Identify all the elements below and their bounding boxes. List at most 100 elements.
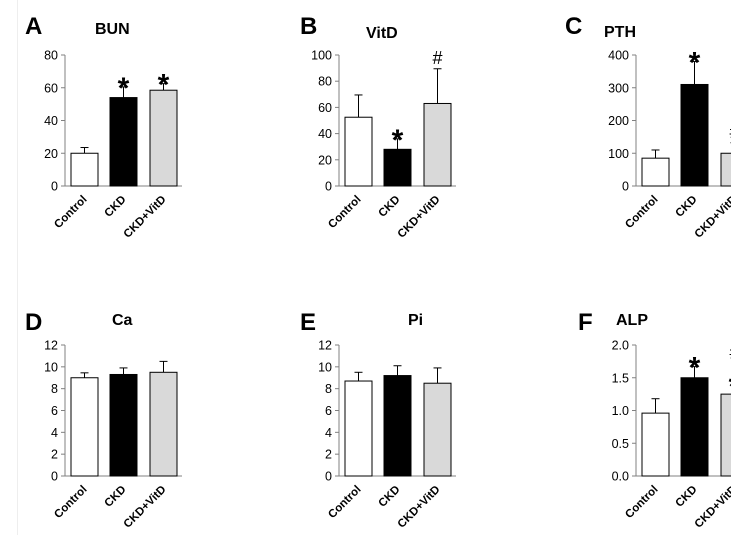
significance-hash: # [729,122,731,142]
panel-f-alp: F ALP 0.0 0.5 1.0 1.5 2.0 Control * CKD * # CKD+VitD [578,309,731,531]
y-tick-label: 6 [51,404,58,418]
bar-ckd-vitd [423,102,452,187]
bar-control [344,380,373,477]
y-tick-label: 12 [318,339,332,353]
y-tick-label: 8 [51,382,58,396]
y-tick-label: 0.0 [612,470,629,484]
category-label: CKD [103,194,129,220]
y-tick-label: 0 [325,180,332,194]
bar-ckd-vitd [720,393,731,477]
y-tick-label: 0 [51,470,58,484]
category-label: CKD+VitD [122,484,169,531]
category-label: CKD+VitD [693,484,731,531]
panel-title: VitD [366,25,398,42]
significance-hash: # [432,48,442,68]
bar-ckd [680,83,709,187]
panel-label: F [578,309,593,336]
bar-control [641,157,670,187]
category-label: Control [623,194,660,231]
bar-ckd [109,373,138,477]
category-label: Control [326,484,363,521]
significance-star: * [689,352,701,385]
y-tick-label: 40 [44,114,58,128]
bar-control [344,116,373,187]
panel-label: B [300,13,317,40]
y-tick-label: 80 [44,49,58,63]
y-tick-label: 12 [44,339,58,353]
y-tick-label: 10 [44,360,58,374]
bar-ckd-vitd [423,382,452,477]
y-tick-label: 60 [44,81,58,95]
y-tick-label: 0 [622,180,629,194]
panel-c-pth: C PTH 0 100 200 300 400 Control * CKD # CKD+VitD [565,13,731,241]
y-tick-label: 200 [608,114,629,128]
panel-title: Ca [112,312,133,329]
category-label: Control [52,484,89,521]
category-label: CKD [103,484,129,510]
y-tick-label: 60 [318,101,332,115]
category-label: Control [52,194,89,231]
significance-star: * [689,47,701,80]
y-tick-label: 2 [325,448,332,462]
bar-control [641,412,670,477]
significance-star: * [118,72,130,105]
panel-title: PTH [604,24,636,41]
bar-ckd [383,148,412,187]
y-tick-label: 300 [608,81,629,95]
significance-star: * [392,124,404,157]
y-tick-label: 4 [51,426,58,440]
y-tick-label: 2.0 [612,339,629,353]
y-tick-label: 80 [318,75,332,89]
y-tick-label: 0.5 [612,437,629,451]
panel-label: A [25,13,42,40]
y-tick-label: 1.0 [612,404,629,418]
category-label: CKD [674,194,700,220]
y-tick-label: 0 [325,470,332,484]
category-label: CKD+VitD [396,484,443,531]
bar-ckd [109,97,138,187]
bar-ckd [680,377,709,477]
category-label: Control [326,194,363,231]
panel-label: C [565,13,582,40]
category-label: CKD [674,484,700,510]
bar-control [70,377,99,477]
bar-ckd-vitd [149,89,178,187]
bar-control [70,152,99,187]
category-label: CKD [377,194,403,220]
y-tick-label: 20 [44,147,58,161]
panel-title: Pi [408,312,423,329]
y-tick-label: 1.5 [612,371,629,385]
y-tick-label: 2 [51,448,58,462]
significance-star: * [729,371,731,404]
category-label: Control [623,484,660,521]
y-tick-label: 400 [608,49,629,63]
panel-title: ALP [616,312,648,329]
bar-ckd [383,375,412,477]
significance-star: * [158,69,170,102]
y-tick-label: 100 [608,147,629,161]
bar-ckd-vitd [720,152,731,187]
y-tick-label: 0 [51,180,58,194]
bar-ckd-vitd [149,371,178,477]
y-tick-label: 40 [318,127,332,141]
panel-label: E [300,309,316,336]
y-tick-label: 4 [325,426,332,440]
category-label: CKD [377,484,403,510]
panel-label: D [25,309,42,336]
left-edge-line [17,0,18,535]
y-tick-label: 20 [318,153,332,167]
y-tick-label: 8 [325,382,332,396]
category-label: CKD+VitD [693,194,731,241]
panel-title: BUN [95,21,130,38]
category-label: CKD+VitD [396,194,443,241]
y-tick-label: 100 [311,49,332,63]
panel-a-bun: A BUN 0 20 40 60 80 Control * CKD * CKD+VitD [25,13,182,241]
y-tick-label: 10 [318,360,332,374]
significance-hash: # [729,343,731,363]
category-label: CKD+VitD [122,194,169,241]
panel-b-vitd: B VitD 0 20 40 60 80 100 Control * CKD # CKD+VitD [300,13,456,241]
y-tick-label: 6 [325,404,332,418]
